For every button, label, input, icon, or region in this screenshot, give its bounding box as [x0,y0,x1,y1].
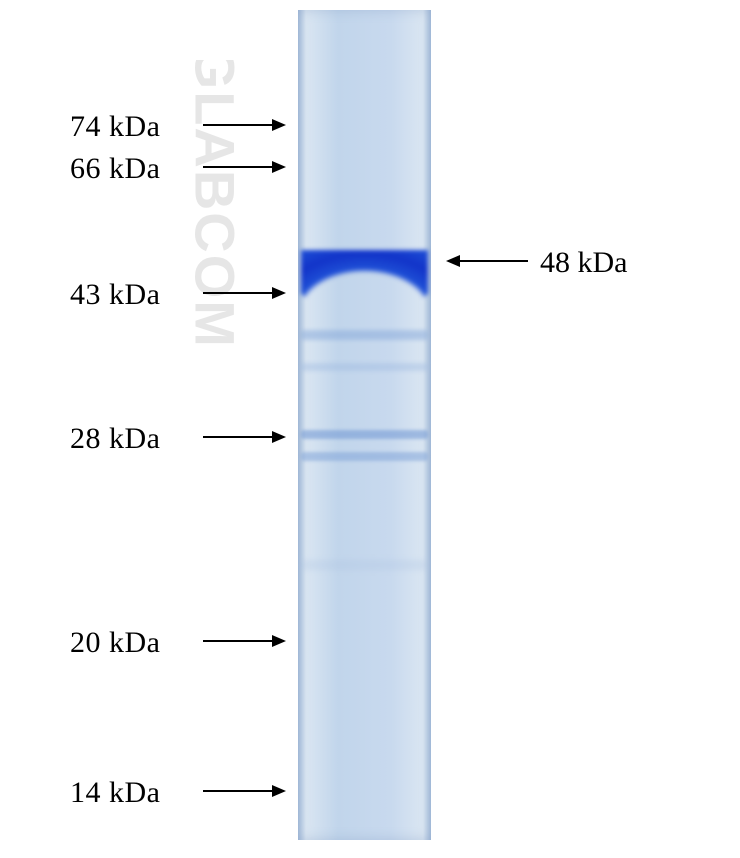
marker-label-2: 43 kDa [70,278,160,312]
marker-label-3: 28 kDa [70,422,160,456]
annotation-label: 48 kDa [540,246,627,280]
band-0 [301,250,428,308]
marker-label-0: 74 kDa [70,110,160,144]
marker-label-1: 66 kDa [70,152,160,186]
marker-label-4: 20 kDa [70,626,160,660]
arrow [203,785,286,797]
band-4 [301,452,428,461]
arrow [203,119,286,131]
band-5 [301,560,428,570]
svg-text:WWW.PTGLABCOM: WWW.PTGLABCOM [184,60,247,349]
arrow [203,431,286,443]
marker-label-5: 14 kDa [70,776,160,810]
arrow [203,635,286,647]
arrow [446,255,528,267]
arrow [203,287,286,299]
band-1 [301,330,428,340]
band-3 [301,430,428,439]
gel-bands [298,10,431,840]
band-2 [301,363,428,371]
arrow [203,161,286,173]
